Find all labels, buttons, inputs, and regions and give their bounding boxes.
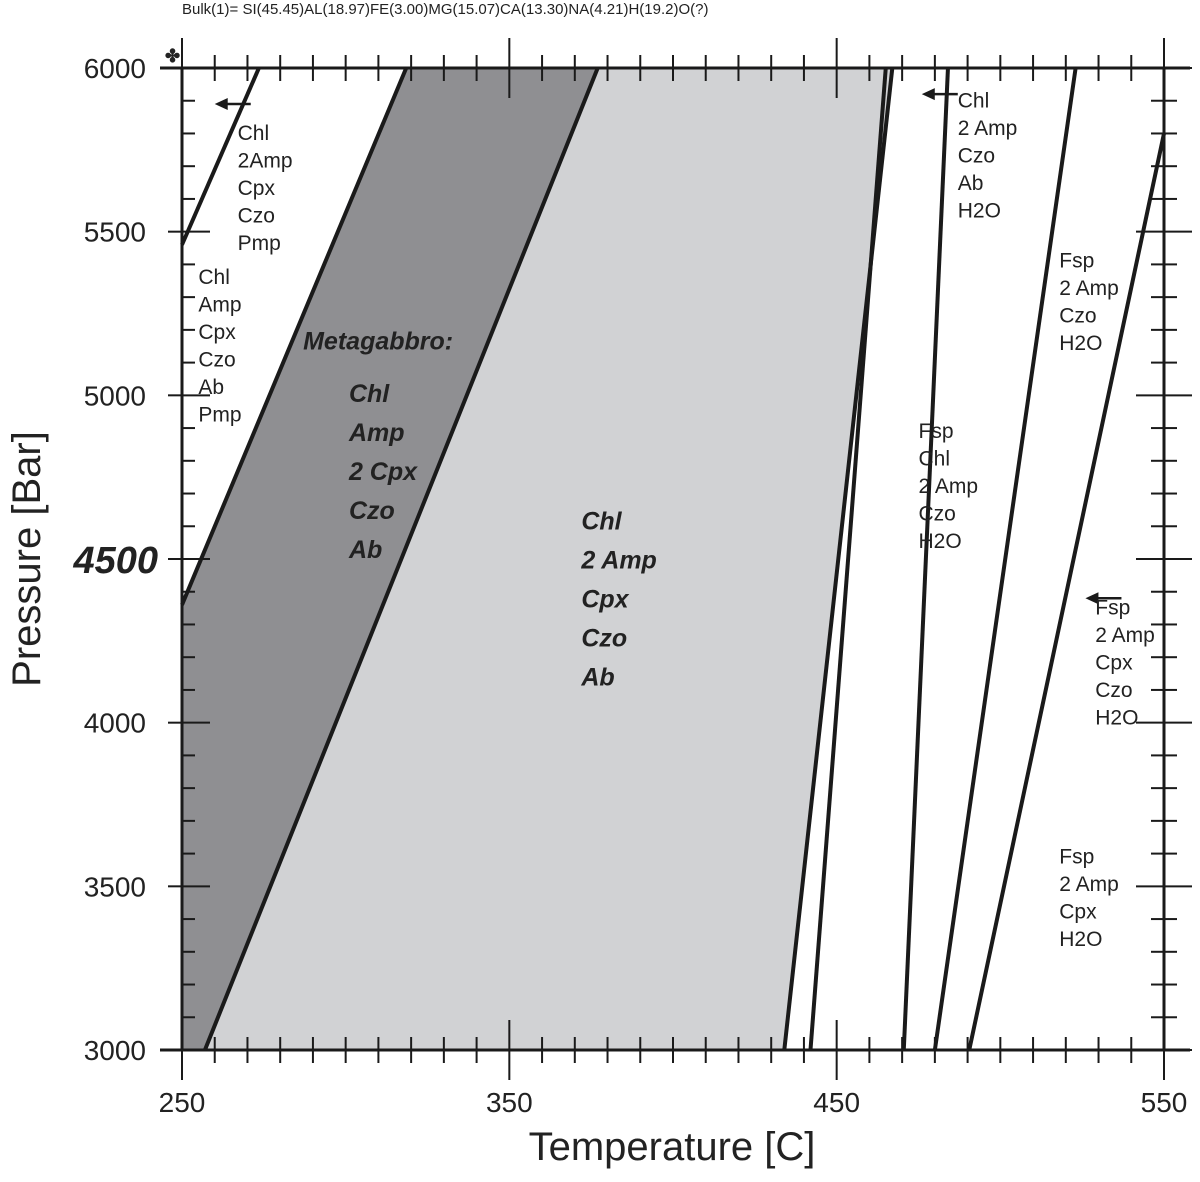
boundary-line-6 — [932, 67, 1078, 1051]
chart-title: Bulk(1)= SI(45.45)AL(18.97)FE(3.00)MG(15… — [182, 1, 708, 18]
y-axis-label: Pressure [Bar] — [5, 431, 49, 687]
annotation-4-line-3: Czo — [581, 625, 627, 653]
arrow-2 — [1085, 592, 1122, 605]
arrow-head — [214, 98, 228, 111]
boundary-lines — [180, 67, 1166, 1051]
y-tick-label: 5000 — [84, 380, 146, 411]
tick-labels: 250 350 450 550 3000 3500 4000 4500 5000 5500 6000 — [72, 53, 1187, 1118]
annotation-1-line-5: Pmp — [198, 404, 241, 427]
boundary-line-5 — [901, 67, 950, 1051]
annotation-3-line-4: Ab — [348, 536, 382, 564]
annotation-8-line-2: Cpx — [1095, 652, 1133, 675]
annotation-1-line-3: Czo — [198, 349, 235, 372]
arrows — [214, 88, 1122, 605]
annotation-6-line-3: H2O — [1059, 332, 1102, 355]
boundary-line-0 — [180, 67, 261, 246]
y-tick-label: 5500 — [84, 217, 146, 248]
annotation-7-line-2: 2 Amp — [919, 475, 979, 498]
annotation-7-line-4: H2O — [919, 530, 962, 553]
annotation-6-line-2: Czo — [1059, 305, 1096, 328]
annotation-5-line-2: Czo — [958, 144, 995, 167]
y-tick-label: 4000 — [84, 708, 146, 739]
annotation-2-line-0: Metagabbro: — [303, 328, 453, 356]
annotation-9-line-0: Fsp — [1059, 845, 1094, 868]
boundary-line-4 — [808, 67, 888, 1051]
annotation-0-line-0: Chl — [238, 122, 270, 145]
x-tick-label: 350 — [486, 1087, 533, 1118]
annotation-8-line-0: Fsp — [1095, 597, 1130, 620]
annotation-0-line-1: 2Amp — [238, 150, 293, 173]
x-tick-label: 250 — [159, 1087, 206, 1118]
annotation-1-line-2: Cpx — [198, 321, 236, 344]
annotation-0-line-3: Czo — [238, 205, 275, 228]
annotation-5-line-4: H2O — [958, 199, 1001, 222]
annotation-5-line-1: 2 Amp — [958, 117, 1018, 140]
annotation-5-line-0: Chl — [958, 89, 990, 112]
annotation-3-line-2: 2 Cpx — [348, 458, 418, 486]
annotation-0-line-4: Pmp — [238, 232, 281, 255]
annotation-3-line-3: Czo — [349, 497, 395, 525]
arrow-head — [1085, 592, 1099, 605]
boundary-line-7 — [967, 133, 1166, 1051]
annotation-1-line-1: Amp — [198, 294, 241, 317]
annotation-4-line-1: 2 Amp — [580, 547, 656, 575]
annotation-9-line-1: 2 Amp — [1059, 873, 1119, 896]
annotation-5-line-3: Ab — [958, 172, 984, 195]
boundary-line-1 — [180, 67, 409, 606]
x-tick-label: 550 — [1141, 1087, 1188, 1118]
annotation-1-line-4: Ab — [198, 376, 224, 399]
y-tick-label: 3500 — [84, 871, 146, 902]
y-tick-label: 6000 — [84, 53, 146, 84]
axis-ticks — [168, 38, 1192, 1080]
annotation-3-line-0: Chl — [349, 380, 390, 408]
annotation-4-line-4: Ab — [580, 664, 614, 692]
field-dark-0 — [182, 68, 598, 1050]
annotation-8-line-1: 2 Amp — [1095, 624, 1155, 647]
annotation-1-line-0: Chl — [198, 266, 230, 289]
annotation-3-line-1: Amp — [348, 419, 405, 447]
arrow-1 — [921, 88, 958, 101]
annotation-6-line-1: 2 Amp — [1059, 277, 1119, 300]
annotation-4-line-2: Cpx — [581, 586, 629, 614]
annotation-9-line-3: H2O — [1059, 928, 1102, 951]
field-light-1 — [204, 68, 893, 1050]
x-tick-label: 450 — [813, 1087, 860, 1118]
shaded-fields — [182, 68, 893, 1050]
arrow-0 — [214, 98, 251, 111]
annotation-4-line-0: Chl — [581, 508, 622, 536]
annotation-0-line-2: Cpx — [238, 177, 276, 200]
annotation-7-line-3: Czo — [919, 502, 956, 525]
annotation-8-line-3: Czo — [1095, 679, 1132, 702]
corner-glyph: ✤ — [165, 46, 180, 66]
boundary-line-2 — [203, 67, 600, 1051]
y-tick-label: 3000 — [84, 1035, 146, 1066]
arrow-head — [921, 88, 935, 101]
annotation-9-line-2: Cpx — [1059, 900, 1097, 923]
y-tick-label: 4500 — [72, 540, 158, 582]
annotation-8-line-4: H2O — [1095, 707, 1138, 730]
annotation-7-line-1: Chl — [919, 447, 951, 470]
x-axis-label: Temperature [C] — [529, 1125, 816, 1169]
annotation-6-line-0: Fsp — [1059, 250, 1094, 273]
field-annotations: Chl 2Amp Cpx Czo Pmp Chl Amp Cpx Czo Ab Pmp Metagab… — [198, 89, 1154, 951]
annotation-7-line-0: Fsp — [919, 420, 954, 443]
